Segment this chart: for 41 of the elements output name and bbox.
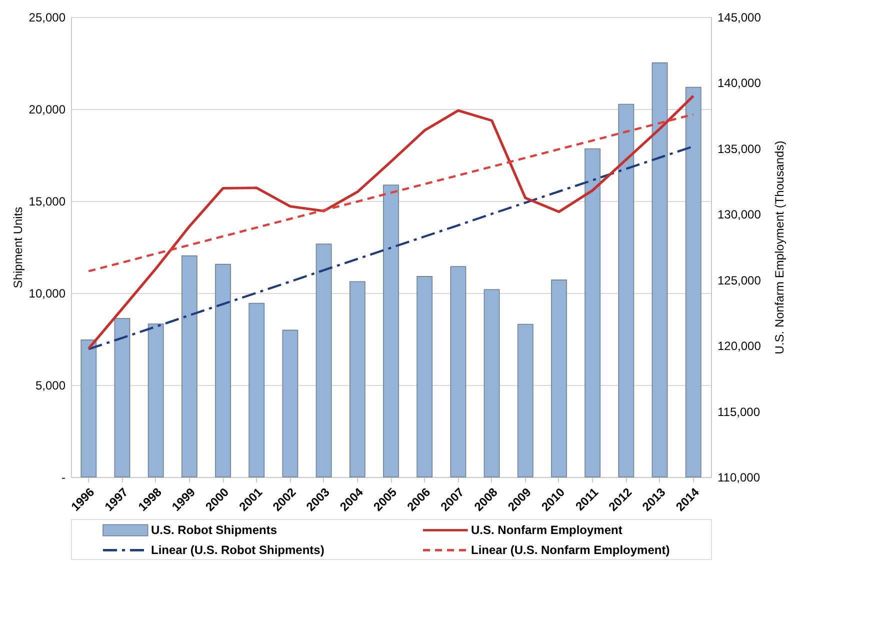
y2-tick-label: 110,000 xyxy=(718,470,760,484)
bar xyxy=(484,289,500,478)
bar xyxy=(80,340,97,478)
bar xyxy=(416,276,433,478)
bar xyxy=(248,302,265,478)
bar xyxy=(215,264,231,478)
bar xyxy=(349,281,366,478)
bar xyxy=(652,62,668,478)
legend-label: Linear (U.S. Nonfarm Employment) xyxy=(471,543,670,558)
y-tick-label: 10,000 xyxy=(28,286,66,300)
y2-tick-label: 120,000 xyxy=(718,339,762,354)
y2-tick-label: 125,000 xyxy=(718,273,762,288)
bar xyxy=(551,280,567,478)
y2-axis-title: U.S. Nonfarm Employment (Thousands) xyxy=(772,140,786,354)
y-tick-label: 15,000 xyxy=(28,194,66,208)
y-tick-label: 5,000 xyxy=(35,378,66,392)
bar xyxy=(316,244,332,478)
bar xyxy=(148,324,164,478)
y-tick-label: 25,000 xyxy=(28,10,66,24)
legend-label: U.S. Robot Shipments xyxy=(151,523,278,538)
bar xyxy=(282,330,298,478)
y-tick-label: - xyxy=(62,470,66,484)
bar xyxy=(618,104,634,478)
line-series xyxy=(87,94,695,350)
y-tick-label: 20,000 xyxy=(28,102,66,116)
bar xyxy=(114,318,130,478)
legend-label: Linear (U.S. Robot Shipments) xyxy=(151,543,324,558)
y-axis-title: Shipment Units xyxy=(10,206,25,288)
bar xyxy=(517,324,534,478)
bar xyxy=(450,266,466,478)
y2-tick-label: 130,000 xyxy=(718,208,762,222)
y2-tick-label: 115,000 xyxy=(718,404,760,419)
y2-tick-label: 135,000 xyxy=(718,142,762,156)
y2-tick-label: 140,000 xyxy=(718,76,762,90)
y2-tick-label: 145,000 xyxy=(718,10,762,24)
legend-label: U.S. Nonfarm Employment xyxy=(471,523,622,538)
bar xyxy=(685,86,702,478)
bar xyxy=(584,148,601,478)
bar xyxy=(181,255,198,478)
bar xyxy=(383,184,399,478)
line-series xyxy=(88,113,694,272)
